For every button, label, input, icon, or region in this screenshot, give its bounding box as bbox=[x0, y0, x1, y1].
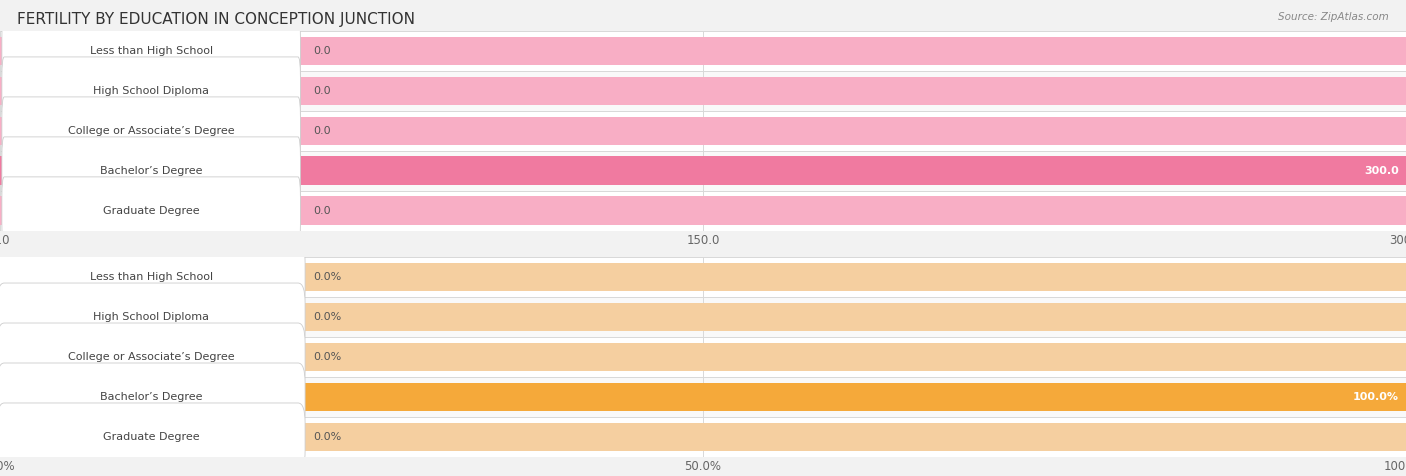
Text: 0.0%: 0.0% bbox=[314, 312, 342, 322]
Text: College or Associate’s Degree: College or Associate’s Degree bbox=[67, 126, 235, 136]
Bar bbox=[0, 303, 1406, 331]
Text: Graduate Degree: Graduate Degree bbox=[103, 206, 200, 216]
FancyBboxPatch shape bbox=[1, 177, 301, 245]
Bar bbox=[0, 111, 1406, 151]
Text: Less than High School: Less than High School bbox=[90, 46, 212, 56]
FancyBboxPatch shape bbox=[0, 323, 305, 391]
Bar bbox=[0, 417, 1406, 457]
Bar bbox=[0, 383, 1406, 411]
Bar bbox=[0, 423, 1406, 451]
Text: Bachelor’s Degree: Bachelor’s Degree bbox=[100, 392, 202, 402]
Bar bbox=[0, 77, 1406, 105]
Bar bbox=[0, 71, 1406, 111]
Bar bbox=[0, 337, 1406, 377]
Text: High School Diploma: High School Diploma bbox=[93, 312, 209, 322]
Bar bbox=[0, 197, 1406, 225]
Bar bbox=[0, 257, 1406, 297]
Text: 0.0%: 0.0% bbox=[314, 352, 342, 362]
Text: 0.0: 0.0 bbox=[314, 86, 332, 96]
FancyBboxPatch shape bbox=[1, 97, 301, 165]
Bar bbox=[0, 31, 1406, 71]
FancyBboxPatch shape bbox=[1, 17, 301, 85]
FancyBboxPatch shape bbox=[0, 243, 305, 311]
Bar bbox=[0, 151, 1406, 191]
Bar bbox=[0, 263, 1406, 291]
Text: College or Associate’s Degree: College or Associate’s Degree bbox=[67, 352, 235, 362]
FancyBboxPatch shape bbox=[0, 363, 305, 431]
Bar bbox=[0, 297, 1406, 337]
Text: 0.0: 0.0 bbox=[314, 206, 332, 216]
Bar bbox=[0, 157, 1406, 185]
Bar bbox=[0, 157, 1406, 185]
FancyBboxPatch shape bbox=[1, 137, 301, 205]
Text: 300.0: 300.0 bbox=[1364, 166, 1399, 176]
Bar bbox=[0, 343, 1406, 371]
Text: Graduate Degree: Graduate Degree bbox=[103, 432, 200, 442]
FancyBboxPatch shape bbox=[0, 403, 305, 471]
Bar bbox=[0, 377, 1406, 417]
Text: 100.0%: 100.0% bbox=[1353, 392, 1399, 402]
Bar bbox=[0, 37, 1406, 65]
Text: Less than High School: Less than High School bbox=[90, 272, 212, 282]
Bar bbox=[0, 191, 1406, 231]
Text: High School Diploma: High School Diploma bbox=[93, 86, 209, 96]
FancyBboxPatch shape bbox=[0, 283, 305, 351]
Text: 0.0: 0.0 bbox=[314, 126, 332, 136]
Text: 0.0%: 0.0% bbox=[314, 272, 342, 282]
Text: 0.0: 0.0 bbox=[314, 46, 332, 56]
Text: 0.0%: 0.0% bbox=[314, 432, 342, 442]
Bar bbox=[0, 383, 1406, 411]
Text: Bachelor’s Degree: Bachelor’s Degree bbox=[100, 166, 202, 176]
Text: Source: ZipAtlas.com: Source: ZipAtlas.com bbox=[1278, 12, 1389, 22]
FancyBboxPatch shape bbox=[1, 57, 301, 125]
Text: FERTILITY BY EDUCATION IN CONCEPTION JUNCTION: FERTILITY BY EDUCATION IN CONCEPTION JUN… bbox=[17, 12, 415, 27]
Bar bbox=[0, 117, 1406, 145]
